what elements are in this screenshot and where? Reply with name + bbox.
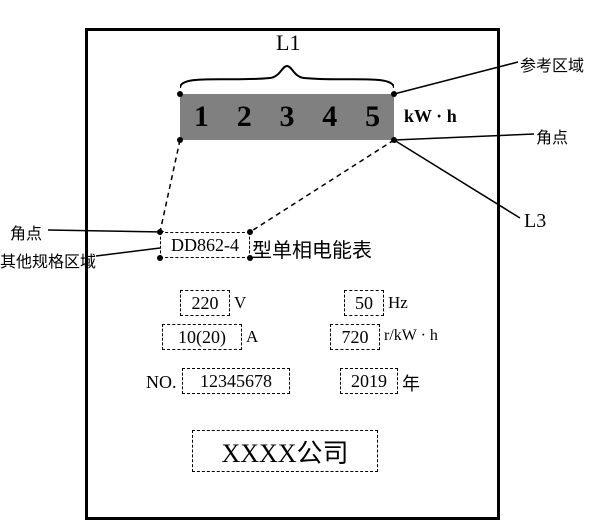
rev-box: 720 (330, 324, 380, 350)
model-box: DD862-4 (160, 232, 250, 258)
digit-1: 1 (180, 100, 223, 134)
model-dot-tr (247, 229, 253, 235)
current-unit: A (246, 327, 258, 347)
callout-corner-left: 角点 (10, 220, 42, 244)
digit-5: 5 (351, 100, 394, 134)
freq-unit: Hz (388, 293, 408, 313)
current-box: 10(20) (162, 324, 242, 350)
callout-other-spec: 其他规格区域 (0, 248, 96, 272)
corner-dot-bl (177, 137, 183, 143)
rev-unit: r/kW · h (384, 327, 438, 345)
model-dot-br (247, 255, 253, 261)
year-unit: 年 (402, 370, 420, 396)
no-label: NO. (146, 372, 177, 393)
year-box: 2019 (340, 368, 398, 394)
model-dot-bl (157, 255, 163, 261)
l1-label: L1 (276, 30, 300, 56)
callout-l3: L3 (524, 210, 546, 233)
serial-box: 12345678 (182, 368, 290, 394)
digit-4: 4 (308, 100, 351, 134)
freq-box: 50 (344, 290, 384, 316)
callout-corner-right: 角点 (536, 124, 568, 148)
corner-dot-tr (391, 91, 397, 97)
corner-dot-tl (177, 91, 183, 97)
voltage-box: 220 (180, 290, 230, 316)
model-dot-tl (157, 229, 163, 235)
kwh-unit: kW · h (404, 106, 457, 127)
reference-region: 1 2 3 4 5 (180, 94, 394, 140)
model-suffix: 型单相电能表 (252, 234, 372, 263)
digit-2: 2 (223, 100, 266, 134)
company-box: XXXX公司 (192, 430, 378, 472)
digit-3: 3 (266, 100, 309, 134)
voltage-unit: V (234, 293, 246, 313)
brace-icon (180, 60, 394, 90)
corner-dot-br (391, 137, 397, 143)
callout-ref-region: 参考区域 (520, 52, 584, 76)
